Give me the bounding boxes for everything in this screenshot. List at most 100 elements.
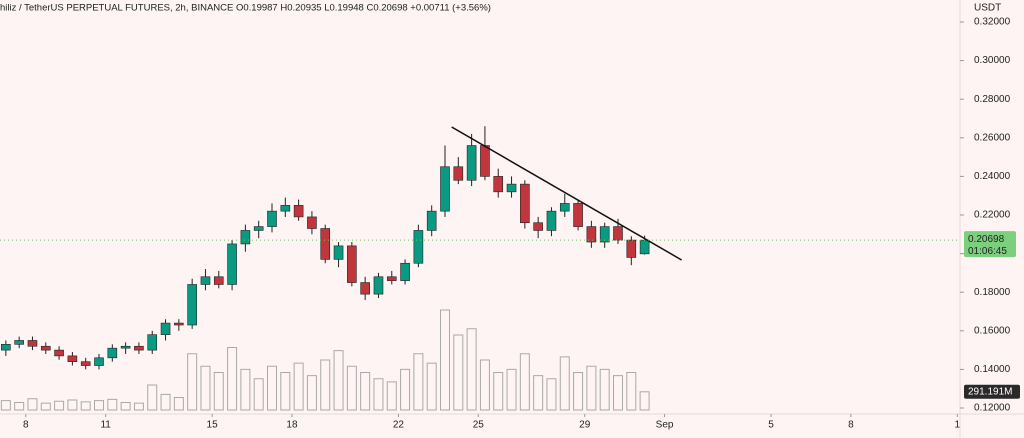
volume-bar (386, 381, 397, 411)
volume-bar (639, 391, 650, 411)
volume-bar (320, 359, 331, 411)
volume-bar (440, 309, 451, 411)
candle-body (120, 345, 131, 349)
y-tick-label: 0.18000 (974, 287, 1011, 298)
volume-bar (133, 402, 144, 411)
candle-body (134, 345, 144, 351)
volume-bar (27, 398, 38, 411)
y-tick-label: 0.24000 (974, 171, 1011, 182)
candle-body (333, 245, 344, 260)
y-tick-label: 0.32000 (974, 17, 1011, 28)
volume-bar (346, 365, 357, 411)
candle-body (40, 345, 51, 351)
x-tick-label: 22 (393, 420, 405, 431)
volume-bar (0, 400, 11, 411)
candle-body (559, 203, 570, 212)
x-tick-label: 25 (473, 420, 485, 431)
x-tick-label: 5 (768, 420, 774, 431)
candle-body (107, 347, 118, 359)
volume-bar (333, 350, 344, 411)
candle-body (200, 276, 211, 285)
header: hiliz / TetherUS PERPETUAL FUTURES, 2h, … (0, 3, 491, 14)
candle-body (240, 230, 251, 245)
volume-bar (94, 400, 105, 411)
candle-body (440, 166, 450, 212)
volume-bar (426, 362, 437, 411)
candle-body (147, 334, 158, 351)
x-tick-label: Sep (656, 420, 674, 431)
candle-body (347, 245, 357, 283)
candle-body (80, 361, 91, 366)
candle-body (267, 210, 277, 227)
volume-bar (253, 378, 264, 411)
volume-bar (293, 362, 304, 411)
candle-body (613, 226, 623, 241)
candle-body (520, 183, 530, 224)
y-tick-label: 0.28000 (974, 94, 1011, 105)
candle-body (466, 145, 477, 181)
candle-body (293, 205, 304, 218)
candle-body (14, 340, 24, 345)
candle-body (386, 276, 397, 281)
candle-body (493, 176, 504, 193)
countdown: 01:06:45 (968, 246, 1007, 257)
y-tick-label: 0.14000 (974, 364, 1011, 375)
volume-bar (373, 378, 384, 411)
volume-bar (107, 398, 118, 411)
volume-bar (80, 401, 91, 411)
candle-body (506, 183, 517, 193)
volume-bar (493, 372, 504, 411)
y-tick-label: 0.22000 (974, 210, 1011, 221)
volume-bar (306, 375, 317, 411)
candle-body (360, 282, 370, 295)
candle-body (533, 222, 543, 231)
candle-body (253, 226, 264, 231)
x-tick-label: 8 (848, 420, 854, 431)
candle-body (54, 349, 64, 357)
candle-body (413, 230, 424, 264)
candle-body (160, 322, 171, 335)
y-tick-label: 0.26000 (974, 132, 1011, 143)
candle-body (187, 284, 197, 326)
trendline (451, 126, 682, 261)
candle-body (599, 226, 610, 243)
volume-bar (586, 365, 597, 411)
volume-bar (187, 353, 198, 411)
volume-bar (40, 402, 51, 411)
x-tick-label: 29 (579, 420, 591, 431)
volume-bar (479, 359, 490, 411)
candle-body (67, 355, 78, 362)
volume-bar (200, 365, 211, 411)
volume-bar (173, 397, 184, 411)
volume-bar (54, 400, 65, 411)
y-tick-label: 0.16000 (974, 325, 1011, 336)
candle-body (213, 276, 224, 285)
x-tick-label: 8 (23, 420, 29, 431)
volume-bar (227, 347, 238, 411)
candle-body (586, 226, 597, 243)
candle-body (400, 262, 410, 281)
candle-body (1, 344, 11, 351)
candle-body (453, 166, 464, 181)
candle-body (307, 216, 317, 229)
candle-body (227, 243, 237, 285)
candle-body (373, 276, 384, 295)
y-tick-label: 0.30000 (974, 55, 1011, 66)
candle-body (94, 357, 104, 366)
candle-body (320, 228, 331, 260)
volume-bar (453, 334, 464, 411)
volume-bar (573, 372, 584, 411)
volume-bar (280, 372, 291, 411)
x-tick-label: 18 (286, 420, 298, 431)
volume-tag (964, 384, 1020, 399)
volume-bar (67, 399, 78, 411)
volume-bar (519, 353, 530, 411)
volume-bar (413, 353, 424, 411)
volume-bar (533, 375, 544, 411)
volume-bar (546, 378, 557, 411)
volume-bar (599, 368, 610, 411)
x-tick-label: 1 (955, 420, 961, 431)
volume-bar (400, 368, 411, 411)
